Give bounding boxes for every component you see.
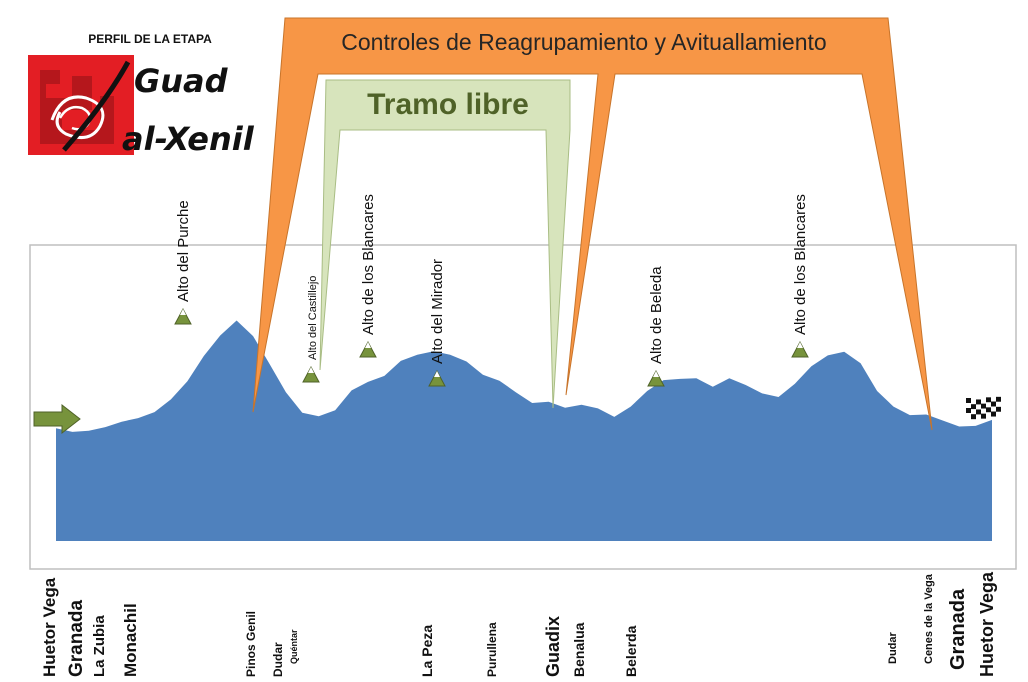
controls-callout-shape <box>252 17 933 431</box>
elevation-profile-area <box>56 320 992 541</box>
mountain-icon <box>791 340 809 358</box>
flag-square <box>966 408 971 413</box>
place-label: La Peza <box>419 625 435 677</box>
mountain-snowcap-icon <box>434 371 440 377</box>
flag-square <box>991 406 996 412</box>
place-label: La Zubia <box>91 615 108 677</box>
flag-square <box>976 409 981 415</box>
place-label: Huetor Vega <box>977 571 997 677</box>
flag-square <box>986 397 991 403</box>
climb-label: Alto del Castillejo <box>307 276 319 360</box>
mountain-icon <box>302 365 320 383</box>
flag-square <box>981 403 986 409</box>
free-section-callout-label: Tramo libre <box>367 88 529 121</box>
flag-square <box>966 398 971 403</box>
flag-square <box>981 408 986 414</box>
stage-profile-kicker: PERFIL DE LA ETAPA <box>88 32 212 46</box>
climb-label: Alto del Purche <box>175 200 192 302</box>
place-label: Granada <box>947 588 969 670</box>
climb-label: Alto del Mirador <box>429 259 446 364</box>
place-label: Granada <box>66 599 87 677</box>
flag-square <box>996 396 1001 402</box>
mountain-snowcap-icon <box>365 342 371 348</box>
logo-line-1: Guad <box>134 62 229 100</box>
start-arrow-icon <box>33 403 81 435</box>
flag-square <box>966 413 971 418</box>
mountain-snowcap-icon <box>180 309 186 315</box>
flag-square <box>971 404 976 410</box>
flag-square <box>986 412 991 418</box>
place-labels: Huetor Vega Granada La Zubia Monachil Pinos … <box>40 571 997 677</box>
flag-square <box>976 414 981 420</box>
place-label: Guadix <box>543 616 563 677</box>
place-label: Dudar <box>271 642 285 677</box>
mountain-snowcap-icon <box>653 371 659 377</box>
logo-line-2: al-Xenil <box>122 120 255 158</box>
free-section-callout-shape <box>319 79 571 409</box>
place-label: Monachil <box>121 603 140 677</box>
place-label: Purullena <box>485 622 499 677</box>
flag-square <box>996 406 1001 412</box>
flag-square <box>991 401 996 407</box>
mountain-icon <box>174 307 192 325</box>
flag-square <box>981 413 986 419</box>
controls-callout-label: Controles de Reagrupamiento y Avituallam… <box>341 29 826 55</box>
checkered-flag-icon <box>966 396 1001 420</box>
mountain-snowcap-icon <box>308 367 314 373</box>
flag-square <box>991 411 996 417</box>
place-label: Dudar <box>887 632 899 665</box>
place-label: Cenes de la Vega <box>923 573 935 664</box>
mountain-icon <box>428 369 446 387</box>
flag-square <box>976 399 981 405</box>
flag-square <box>986 402 991 408</box>
flag-square <box>986 407 991 413</box>
climb-markers: Alto del Purche Alto del Castillejo Alto d… <box>174 194 809 387</box>
mountain-icon <box>359 340 377 358</box>
place-label: Quéntar <box>289 629 299 664</box>
logo-spiral <box>50 95 105 140</box>
mountain-snowcap-icon <box>797 342 803 348</box>
place-label: Benalua <box>571 622 587 677</box>
place-label: Belerda <box>623 625 639 677</box>
flag-square <box>971 409 976 415</box>
logo-stroke <box>62 60 131 152</box>
flag-square <box>981 398 986 404</box>
flag-square <box>996 401 1001 407</box>
flag-square <box>971 414 976 420</box>
guadalxenil-logo: Guad al-Xenil <box>28 55 255 158</box>
climb-label: Alto de los Blancares <box>792 194 809 335</box>
mountain-icon <box>647 369 665 387</box>
flag-square <box>966 403 971 408</box>
place-label: Pinos Genil <box>244 611 258 677</box>
climb-label: Alto de Beleda <box>648 266 665 364</box>
flag-square <box>996 411 1001 417</box>
place-label: Huetor Vega <box>40 577 59 677</box>
flag-square <box>976 404 981 410</box>
flag-square <box>971 399 976 405</box>
climb-label: Alto de los Blancares <box>360 194 377 335</box>
flag-square <box>991 396 996 402</box>
